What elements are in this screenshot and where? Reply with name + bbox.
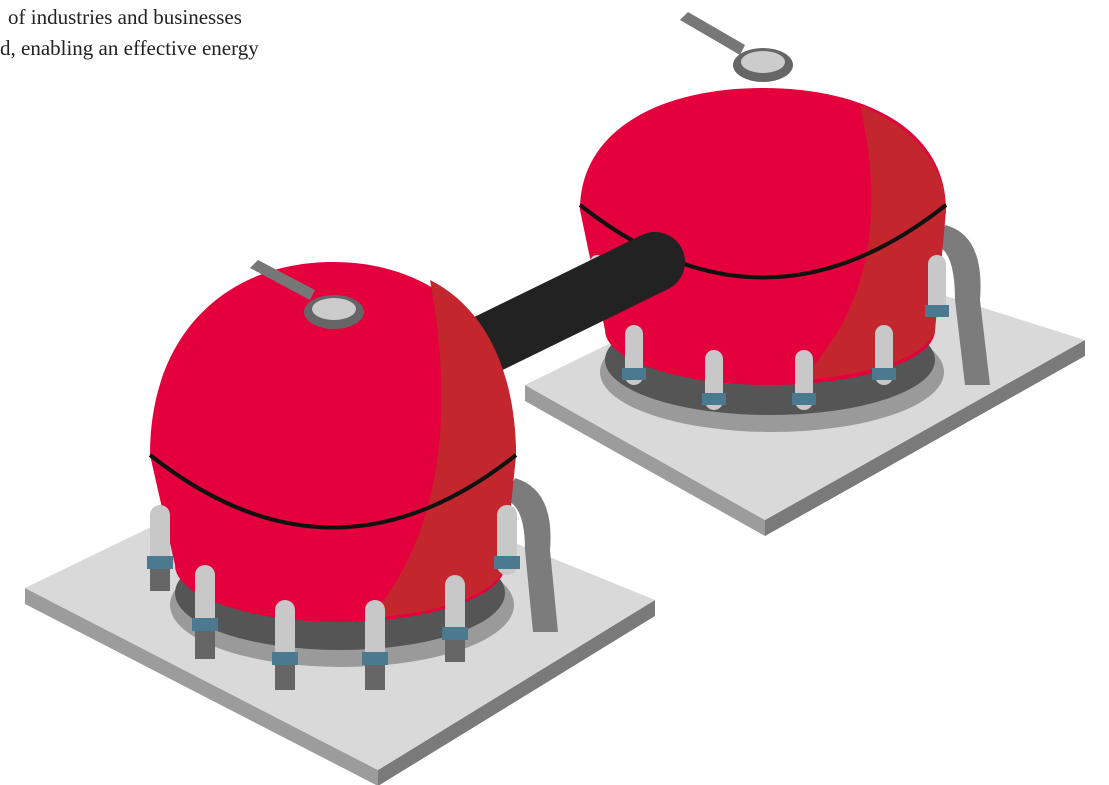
right-tank bbox=[578, 12, 990, 432]
left-tank bbox=[147, 260, 558, 690]
text-line: d, enabling an effective energy bbox=[0, 36, 259, 60]
text-line: of industries and businesses bbox=[8, 5, 242, 29]
pipe bbox=[435, 232, 685, 385]
